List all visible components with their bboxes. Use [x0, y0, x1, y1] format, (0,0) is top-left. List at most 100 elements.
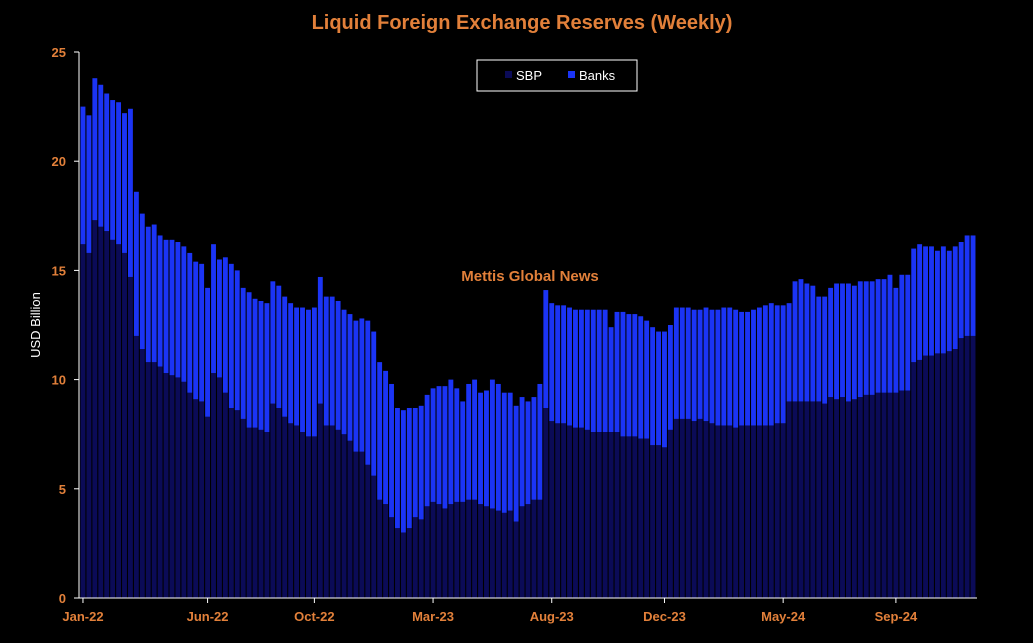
bar-sbp — [899, 390, 905, 598]
bar-banks — [851, 285, 857, 400]
bar-banks — [946, 250, 952, 352]
bar-banks — [80, 106, 86, 245]
bar-sbp — [762, 425, 768, 598]
y-ticks-layer: 0 5 10 15 20 25 — [52, 45, 79, 606]
bar-sbp — [163, 373, 169, 598]
bar-sbp — [424, 506, 430, 598]
bar-banks — [412, 407, 418, 518]
bar-sbp — [359, 451, 365, 598]
bar-banks — [400, 410, 406, 533]
bar-banks — [92, 78, 98, 221]
bar-sbp — [929, 355, 934, 598]
bar-sbp — [128, 276, 133, 598]
bar-banks — [875, 279, 881, 393]
bar-banks — [733, 309, 739, 428]
bar-sbp — [626, 436, 632, 598]
bar-sbp — [199, 401, 205, 598]
bar-banks — [650, 327, 656, 446]
bar-banks — [371, 331, 377, 476]
bar-banks — [667, 325, 673, 430]
bar-sbp — [869, 394, 875, 598]
legend: SBP Banks — [476, 59, 638, 92]
bar-sbp — [495, 510, 501, 598]
y-tick-label: 5 — [59, 482, 66, 497]
bar-sbp — [139, 349, 145, 598]
bar-sbp — [157, 366, 163, 598]
bar-sbp — [561, 423, 567, 598]
y-axis-title: USD Billion — [28, 292, 43, 358]
bar-banks — [893, 287, 899, 393]
bar-sbp — [300, 432, 305, 598]
bar-sbp — [442, 508, 448, 598]
bar-sbp — [187, 392, 193, 598]
bar-banks — [442, 386, 448, 509]
bar-sbp — [519, 506, 525, 598]
bar-banks — [288, 303, 294, 424]
bar-sbp — [525, 504, 531, 598]
bar-sbp — [751, 425, 756, 598]
y-tick-label: 15 — [52, 263, 66, 278]
bar-banks — [276, 285, 282, 408]
bar-banks — [347, 314, 353, 441]
bar-sbp — [733, 427, 739, 598]
bar-banks — [929, 246, 934, 356]
bar-sbp — [371, 475, 377, 598]
bar-banks — [561, 305, 567, 424]
bar-sbp — [365, 464, 371, 598]
bar-banks — [584, 309, 590, 430]
bar-sbp — [472, 499, 478, 598]
bar-banks — [217, 259, 222, 378]
bar-sbp — [246, 427, 252, 598]
bar-banks — [513, 405, 519, 522]
bar-sbp — [810, 401, 816, 598]
bar-banks — [816, 296, 822, 402]
bar-sbp — [602, 432, 608, 598]
bar-sbp — [383, 504, 389, 598]
bar-sbp — [430, 501, 436, 598]
bar-banks — [383, 370, 389, 505]
bar-sbp — [911, 362, 917, 598]
x-tick-label: Mar-23 — [412, 609, 454, 624]
bar-banks — [489, 379, 495, 509]
bar-banks — [745, 311, 750, 426]
bar-banks — [199, 263, 205, 402]
bar-banks — [768, 303, 774, 426]
bar-banks — [964, 235, 970, 336]
bar-sbp — [454, 501, 460, 598]
bar-banks — [501, 392, 507, 513]
bar-sbp — [252, 427, 258, 598]
bar-banks — [792, 281, 798, 402]
bar-sbp — [970, 335, 976, 598]
bar-banks — [466, 383, 472, 500]
bar-sbp — [958, 338, 964, 598]
bar-banks — [840, 283, 845, 398]
bar-banks — [727, 307, 733, 426]
bar-banks — [952, 246, 958, 350]
bar-sbp — [353, 451, 359, 598]
chart-title: Liquid Foreign Exchange Reserves (Weekly… — [312, 12, 733, 34]
bar-banks — [863, 281, 869, 395]
bar-sbp — [804, 401, 810, 598]
bar-banks — [139, 213, 145, 350]
bar-sbp — [662, 447, 667, 598]
bar-sbp — [377, 499, 383, 598]
bar-sbp — [822, 403, 828, 598]
bar-sbp — [341, 434, 347, 598]
x-tick-label: May-24 — [761, 609, 806, 624]
bar-sbp — [513, 521, 519, 598]
bar-sbp — [145, 362, 151, 598]
bar-sbp — [881, 392, 887, 598]
bar-sbp — [608, 432, 614, 598]
bar-sbp — [258, 429, 264, 598]
bar-banks — [828, 287, 834, 398]
bar-sbp — [656, 445, 661, 598]
bar-sbp — [484, 506, 489, 598]
bar-banks — [252, 298, 258, 428]
x-tick-label: Oct-22 — [294, 609, 334, 624]
bar-banks — [122, 113, 127, 253]
bar-banks — [116, 102, 122, 245]
watermark-text: Mettis Global News — [461, 268, 599, 285]
bar-banks — [596, 309, 602, 433]
bar-sbp — [294, 425, 300, 598]
bar-sbp — [193, 399, 199, 598]
